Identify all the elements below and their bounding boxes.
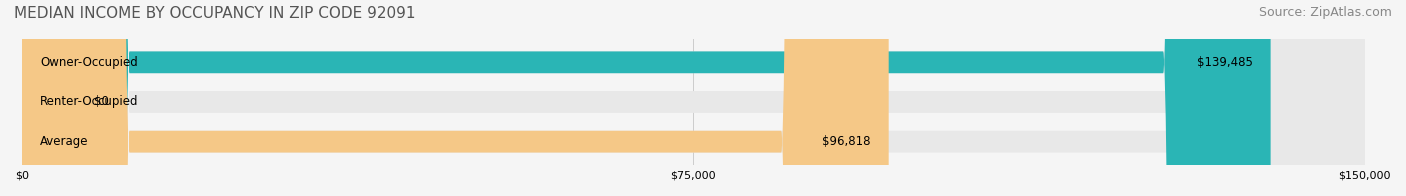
FancyBboxPatch shape	[22, 0, 58, 196]
Text: MEDIAN INCOME BY OCCUPANCY IN ZIP CODE 92091: MEDIAN INCOME BY OCCUPANCY IN ZIP CODE 9…	[14, 6, 416, 21]
Text: Average: Average	[39, 135, 89, 148]
FancyBboxPatch shape	[22, 0, 1365, 196]
FancyBboxPatch shape	[22, 0, 889, 196]
Text: Renter-Occupied: Renter-Occupied	[39, 95, 138, 108]
FancyBboxPatch shape	[22, 0, 1365, 196]
Text: $0: $0	[94, 95, 108, 108]
Text: $96,818: $96,818	[823, 135, 870, 148]
Text: Owner-Occupied: Owner-Occupied	[39, 56, 138, 69]
FancyBboxPatch shape	[22, 0, 1365, 196]
FancyBboxPatch shape	[22, 0, 1271, 196]
Text: $139,485: $139,485	[1197, 56, 1253, 69]
Text: Source: ZipAtlas.com: Source: ZipAtlas.com	[1258, 6, 1392, 19]
